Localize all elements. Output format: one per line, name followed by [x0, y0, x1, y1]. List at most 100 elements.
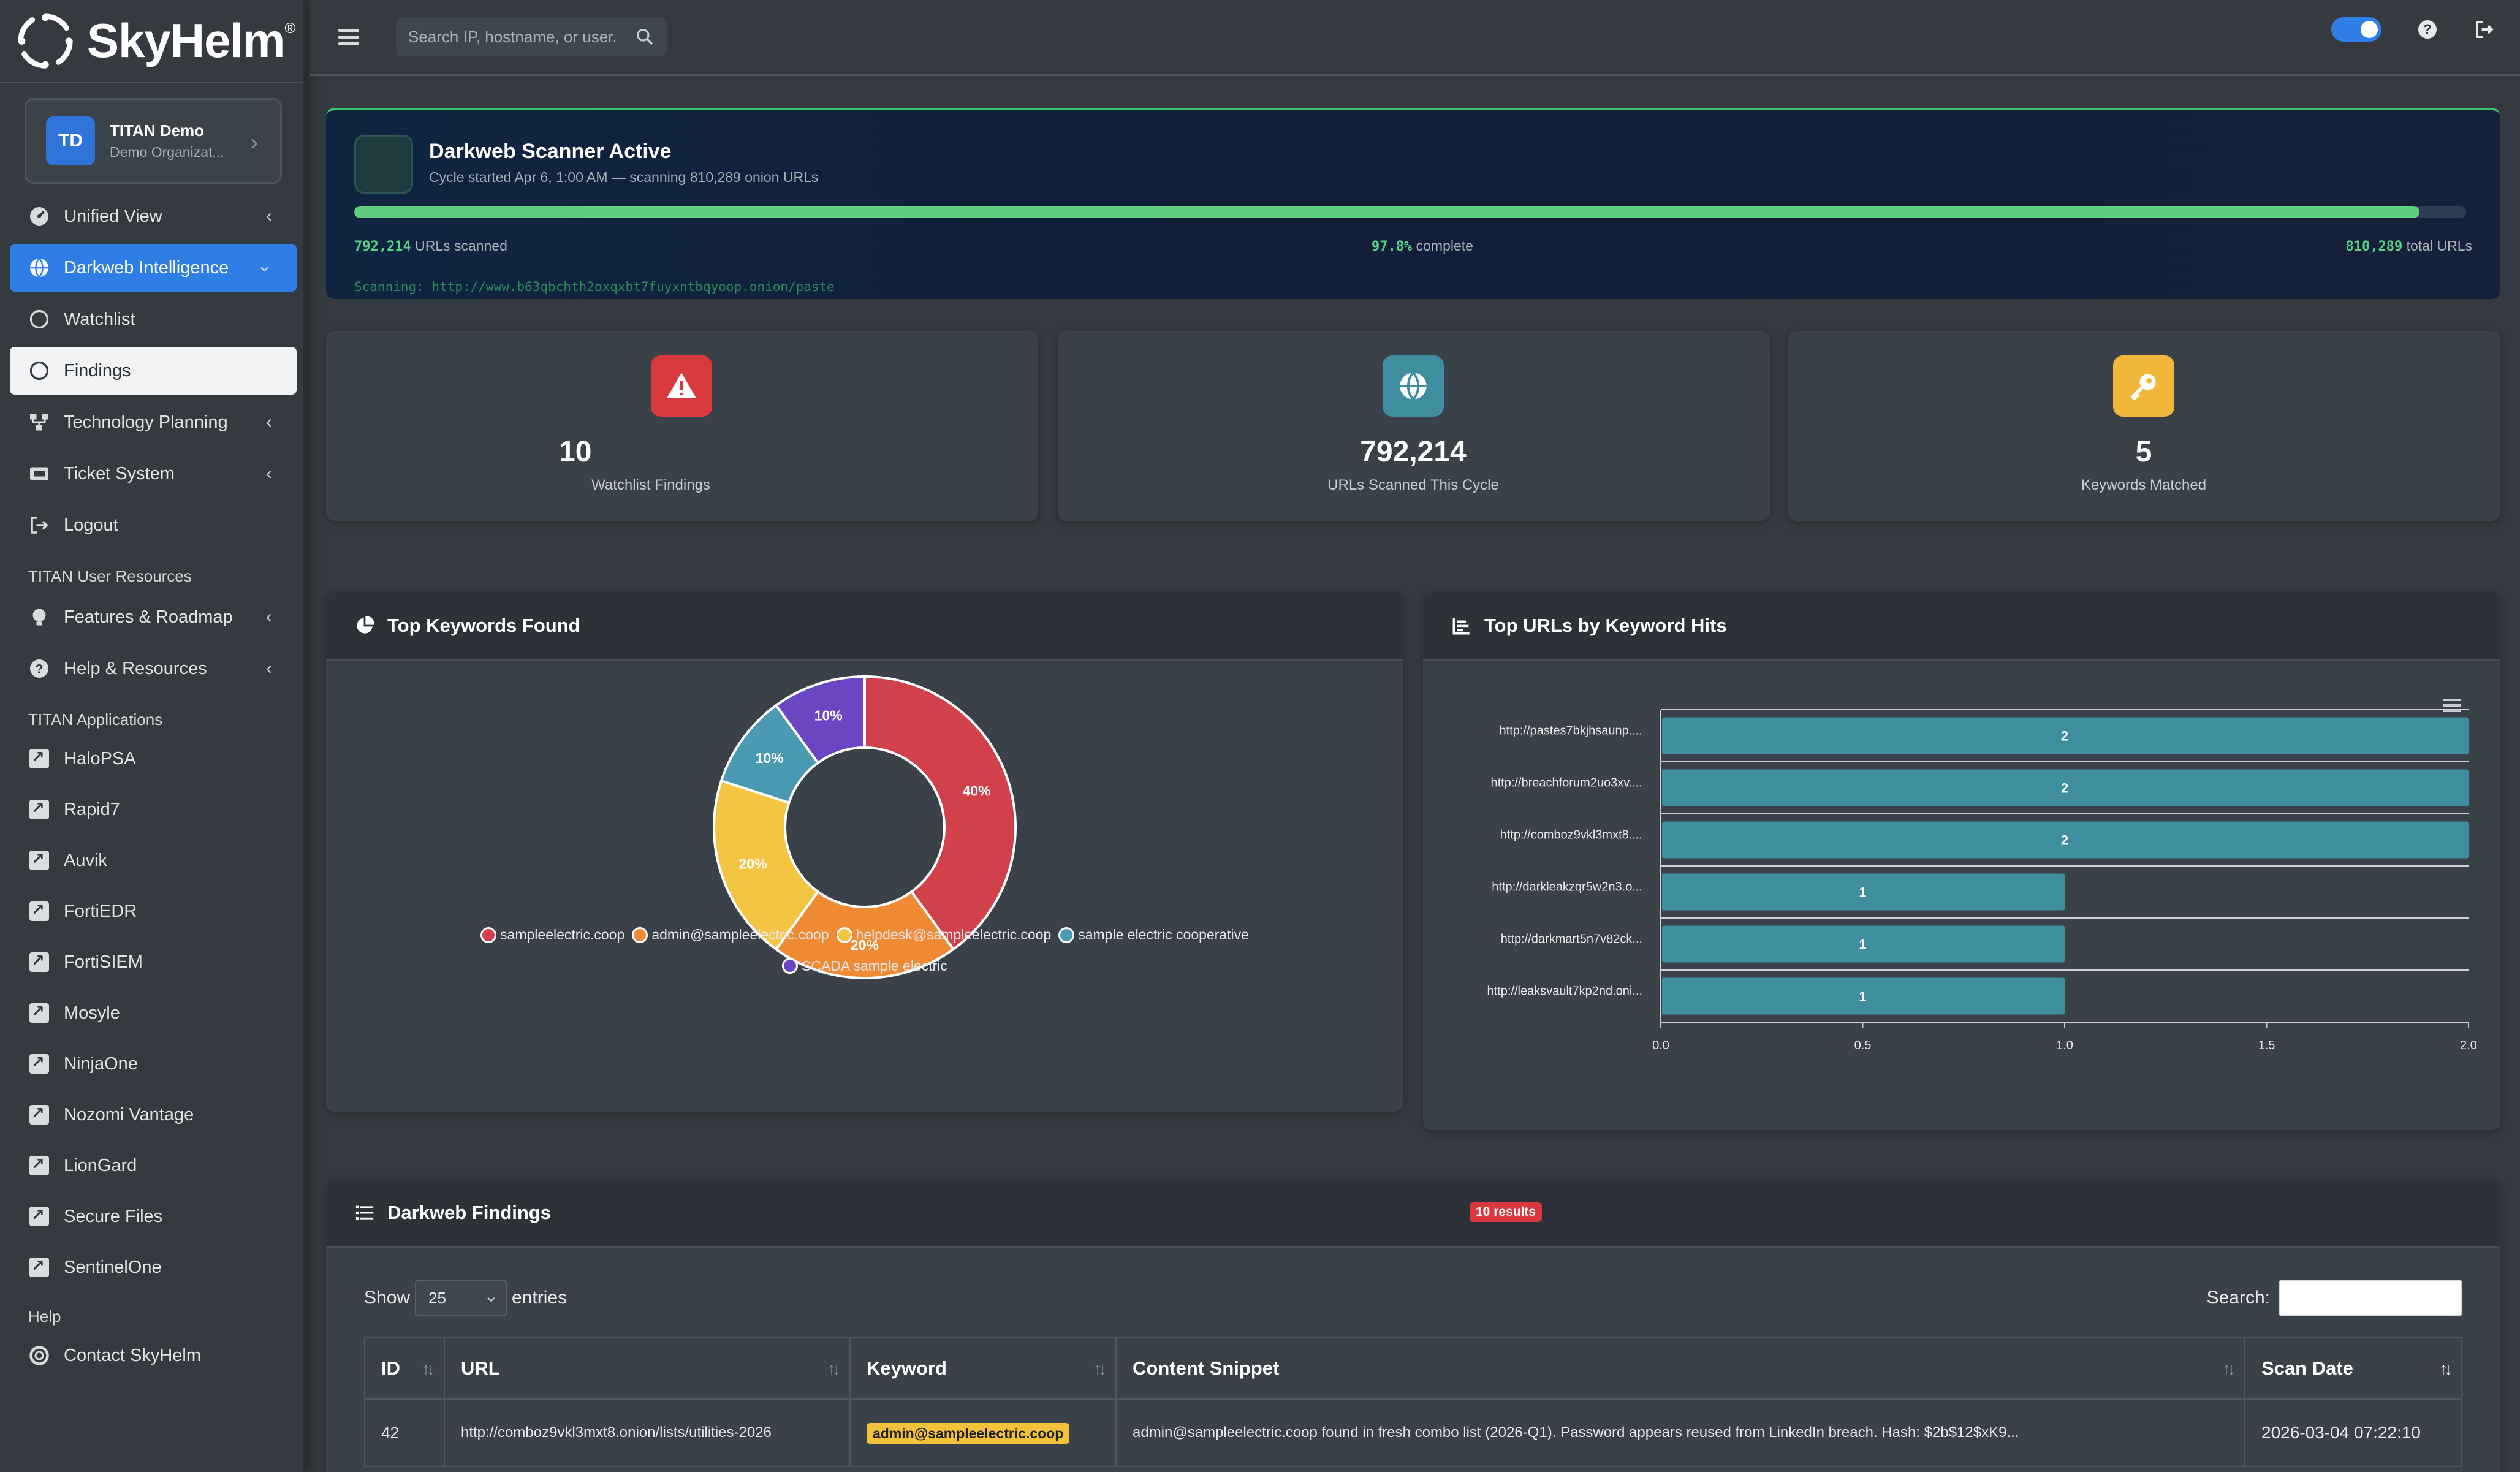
legend-item[interactable]: admin@sampleelectric.coop — [632, 927, 829, 943]
page-size-select[interactable]: 25 — [415, 1280, 507, 1316]
sidebar-item-halopsa[interactable]: HaloPSA — [10, 737, 297, 781]
url-bar — [1662, 925, 2065, 963]
sidebar-item-darkweb-intelligence[interactable]: Darkweb Intelligence ⌄ — [10, 244, 297, 292]
donut-slice — [774, 890, 955, 980]
sidebar-item-label: Rapid7 — [64, 799, 120, 819]
sidebar-item-help-resources[interactable]: ? Help & Resources ‹ — [10, 645, 297, 692]
scanner-title: Darkweb Scanner Active — [429, 140, 672, 163]
url-bar — [1662, 873, 2065, 911]
stat-card-keywords-matched: 5 Keywords Matched — [1788, 331, 2500, 521]
pie-chart-icon — [354, 615, 375, 636]
sidebar-nav: Unified View ‹ Darkweb Intelligence ⌄ Wa… — [10, 192, 297, 1381]
entries-label: entries — [512, 1288, 567, 1308]
legend-item[interactable]: sample electric cooperative — [1058, 927, 1249, 943]
bar-chart-icon — [1451, 615, 1472, 636]
sidebar-item-nozomi-vantage[interactable]: Nozomi Vantage — [10, 1093, 297, 1137]
show-label: Show — [364, 1288, 411, 1308]
bar-value-label: 2 — [2061, 833, 2068, 848]
help-icon[interactable]: ? — [2418, 20, 2437, 39]
table-search-input[interactable] — [2279, 1280, 2462, 1316]
lifebuoy-icon — [27, 1343, 51, 1368]
darkweb-findings-panel: Darkweb Findings 10 results Show 25 entr… — [326, 1179, 2500, 1472]
search-placeholder: Search IP, hostname, or user. — [408, 28, 617, 46]
menu-toggle-icon[interactable] — [338, 29, 359, 45]
sidebar-item-label: Mosyle — [64, 1003, 120, 1023]
column-header-scan-date[interactable]: Scan Date ↑↓ — [2244, 1337, 2462, 1400]
legend-item[interactable]: sampleelectric.coop — [480, 927, 624, 943]
sidebar-item-watchlist[interactable]: Watchlist — [10, 295, 297, 343]
sidebar: SkyHelm® TD TITAN Demo Demo Organizat...… — [0, 0, 306, 1472]
scanner-status-banner: Darkweb Scanner Active Cycle started Apr… — [326, 108, 2500, 299]
sidebar-item-fortisiem[interactable]: FortiSIEM — [10, 940, 297, 984]
url-bar — [1662, 977, 2065, 1015]
stat-value: 792,214 — [1360, 436, 1467, 468]
sort-desc-icon: ↑↓ — [2439, 1359, 2453, 1378]
legend-item[interactable]: helpdesk@sampleelectric.coop — [836, 927, 1051, 943]
cell-content-snippet: admin@sampleelectric.coop found in fresh… — [1115, 1399, 2245, 1467]
logout-icon[interactable] — [2473, 18, 2495, 40]
stat-card-urls-scanned: 792,214 URLs Scanned This Cycle — [1058, 331, 1770, 521]
sidebar-item-ticket-system[interactable]: Ticket System ‹ — [10, 450, 297, 498]
category-tick-label: http://comboz9vkl3mxt8.... — [1500, 829, 1642, 842]
lightbulb-icon — [27, 605, 51, 629]
user-panel[interactable]: TD TITAN Demo Demo Organizat... › — [25, 98, 282, 184]
theme-toggle[interactable] — [2331, 17, 2381, 42]
sidebar-item-mosyle[interactable]: Mosyle — [10, 991, 297, 1035]
external-link-icon — [29, 1205, 49, 1226]
column-header-keyword[interactable]: Keyword ↑↓ — [849, 1337, 1117, 1400]
table-row[interactable]: 42 http://comboz9vkl3mxt8.onion/lists/ut… — [364, 1399, 2462, 1467]
donut-slice — [774, 675, 866, 765]
external-link-icon — [29, 951, 49, 972]
sidebar-item-label: HaloPSA — [64, 748, 136, 768]
scan-progress-bar — [354, 206, 2466, 218]
cell-keyword: admin@sampleelectric.coop — [849, 1399, 1117, 1467]
sidebar-item-secure-files[interactable]: Secure Files — [10, 1194, 297, 1239]
chevron-left-icon: ‹ — [266, 607, 272, 627]
sidebar-item-unified-view[interactable]: Unified View ‹ — [10, 192, 297, 240]
cell-id: 42 — [364, 1399, 445, 1467]
legend-swatch — [632, 927, 648, 943]
brand[interactable]: SkyHelm® — [0, 0, 303, 83]
slice-label: 20% — [738, 856, 767, 871]
chart-menu-icon[interactable] — [2443, 699, 2461, 712]
stat-label: Watchlist Findings — [591, 477, 710, 493]
sidebar-item-rapid7[interactable]: Rapid7 — [10, 787, 297, 832]
sidebar-item-technology-planning[interactable]: Technology Planning ‹ — [10, 398, 297, 446]
sidebar-item-findings[interactable]: Findings — [10, 347, 297, 395]
legend-swatch — [1058, 927, 1075, 943]
sidebar-item-label: LionGard — [64, 1155, 137, 1175]
column-header-url[interactable]: URL ↑↓ — [444, 1337, 851, 1400]
sidebar-item-label: Unified View — [64, 206, 162, 226]
legend-item[interactable]: SCADA sample electric — [782, 958, 947, 974]
sort-icon: ↑↓ — [2222, 1359, 2236, 1378]
sidebar-item-label: Secure Files — [64, 1206, 163, 1226]
external-link-icon — [29, 1002, 49, 1023]
category-tick-label: http://darkmart5n7v82ck... — [1501, 933, 1642, 946]
legend-label: sample electric cooperative — [1078, 927, 1249, 943]
search-icon[interactable] — [635, 27, 655, 47]
x-tick-label: 2.0 — [2460, 1039, 2477, 1052]
cell-scan-date: 2026-03-04 07:22:10 — [2244, 1399, 2462, 1467]
logout-icon — [27, 513, 51, 537]
sidebar-item-features-roadmap[interactable]: Features & Roadmap ‹ — [10, 593, 297, 641]
keyword-badge: admin@sampleelectric.coop — [867, 1422, 1070, 1444]
column-header-id[interactable]: ID ↑↓ — [364, 1337, 445, 1400]
sidebar-item-logout[interactable]: Logout — [10, 501, 297, 549]
bar-value-label: 1 — [1859, 937, 1866, 952]
x-tick-label: 1.0 — [2056, 1039, 2073, 1052]
sidebar-item-fortiedr[interactable]: FortiEDR — [10, 889, 297, 933]
column-header-content-snippet[interactable]: Content Snippet ↑↓ — [1115, 1337, 2245, 1400]
sidebar-item-auvik[interactable]: Auvik — [10, 838, 297, 882]
sidebar-item-label: Findings — [64, 360, 131, 381]
sidebar-item-ninjaone[interactable]: NinjaOne — [10, 1042, 297, 1086]
category-tick-label: http://darkleakzqr5w2n3.o... — [1492, 881, 1642, 894]
search-input[interactable]: Search IP, hostname, or user. — [396, 18, 667, 56]
sidebar-item-contact-skyhelm[interactable]: Contact SkyHelm — [10, 1334, 297, 1378]
sidebar-item-liongard[interactable]: LionGard — [10, 1144, 297, 1188]
slice-label: 10% — [756, 750, 784, 766]
url-bar — [1662, 717, 2469, 754]
category-tick-label: http://breachforum2uo3xv.... — [1490, 776, 1642, 790]
chevron-left-icon: ‹ — [266, 463, 272, 484]
user-name: TITAN Demo — [110, 121, 205, 140]
sidebar-item-sentinelone[interactable]: SentinelOne — [10, 1245, 297, 1289]
